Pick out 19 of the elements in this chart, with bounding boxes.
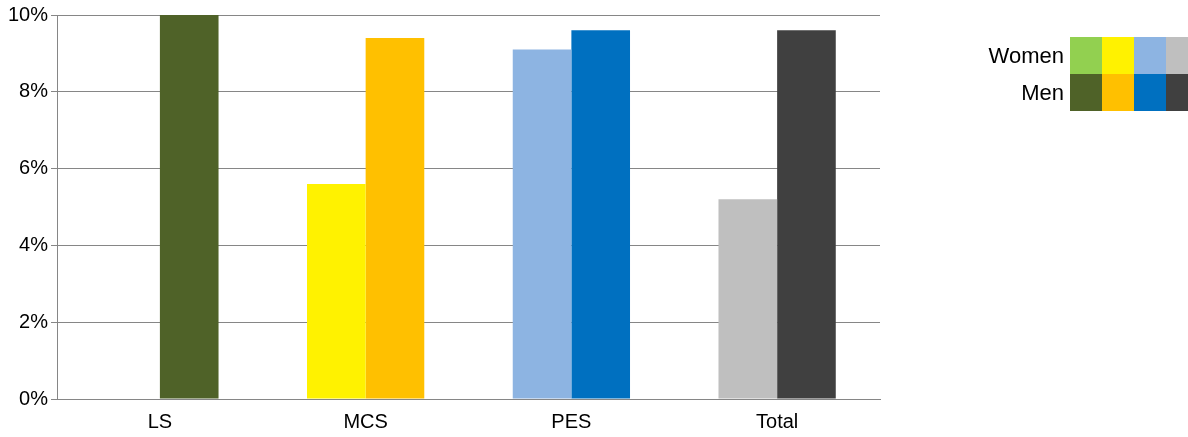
x-tick-label: LS: [147, 409, 173, 432]
y-tick-label: 2%: [19, 309, 49, 332]
y-tick-label: 4%: [19, 232, 49, 255]
x-tick-label: MCS: [343, 409, 388, 432]
bar: [365, 38, 425, 399]
legend-label: Men: [1021, 80, 1064, 106]
y-tick-label: 6%: [19, 156, 49, 179]
y-tick-label: 10%: [8, 2, 49, 25]
bar: [718, 199, 778, 399]
bar: [571, 30, 631, 399]
bar: [159, 15, 219, 399]
bar: [777, 30, 836, 399]
y-tick-label: 0%: [19, 386, 49, 409]
y-tick-label: 8%: [19, 79, 49, 102]
bar: [307, 183, 366, 399]
legend-label: Women: [988, 43, 1064, 69]
bar: [512, 49, 572, 399]
x-tick-label: PES: [551, 409, 592, 432]
x-tick-label: Total: [756, 409, 799, 432]
